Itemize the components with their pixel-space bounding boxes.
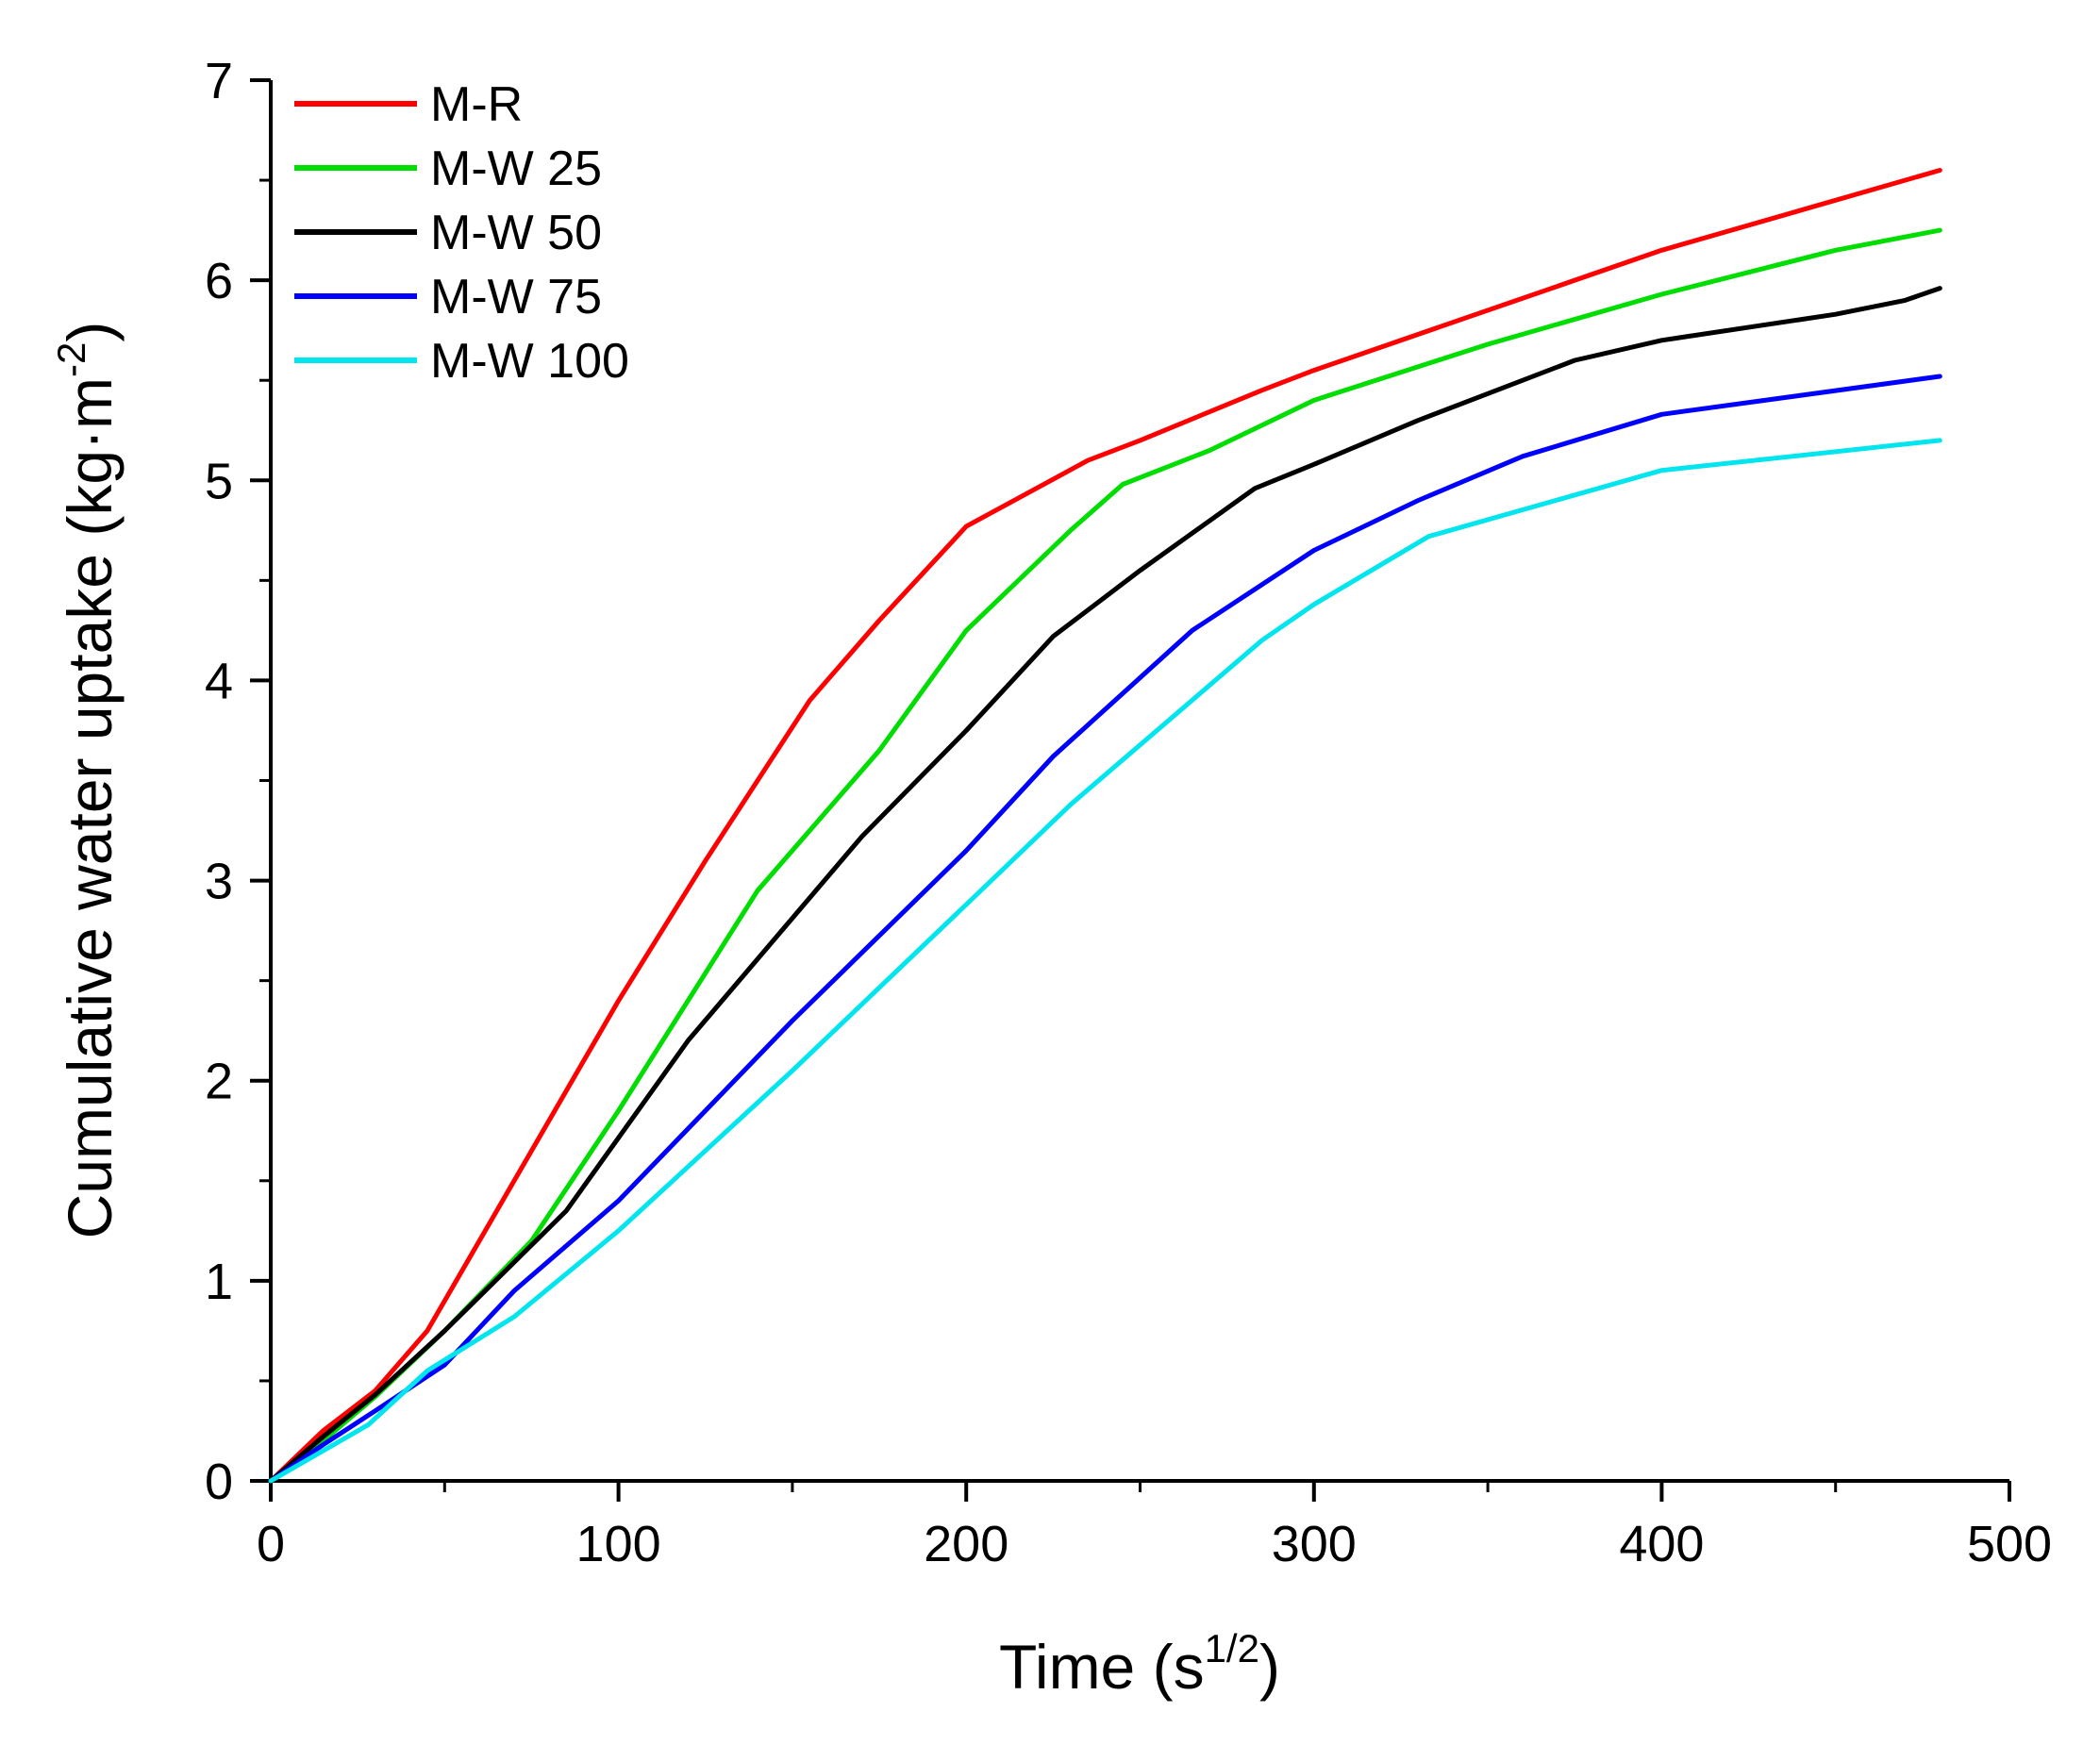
x-tick-label: 100 bbox=[576, 1516, 661, 1572]
x-tick-label: 300 bbox=[1272, 1516, 1357, 1572]
x-axis-title: Time (s1/2) bbox=[999, 1626, 1280, 1702]
legend-label-m-w-75: M-W 75 bbox=[430, 270, 602, 324]
x-ticks: 0 100 200 300 400 500 bbox=[257, 1481, 2052, 1572]
x-tick-label: 500 bbox=[1967, 1516, 2052, 1572]
y-tick-label: 3 bbox=[205, 854, 233, 910]
y-tick-label: 7 bbox=[205, 53, 233, 109]
y-tick-label: 1 bbox=[205, 1254, 233, 1310]
y-tick-label: 5 bbox=[205, 453, 233, 509]
series-line-m-r bbox=[268, 168, 1942, 1484]
series-line-m-w-25 bbox=[268, 227, 1942, 1484]
series-line-m-w-100 bbox=[268, 438, 1942, 1484]
series-line-m-w-75 bbox=[268, 374, 1942, 1484]
series-line-m-w-50 bbox=[268, 286, 1942, 1484]
x-tick-label: 200 bbox=[924, 1516, 1008, 1572]
series-lines bbox=[268, 168, 1942, 1484]
legend-label-m-r: M-R bbox=[430, 77, 523, 132]
y-tick-label: 6 bbox=[205, 253, 233, 309]
x-tick-label: 400 bbox=[1619, 1516, 1704, 1572]
y-tick-label: 4 bbox=[205, 653, 233, 709]
legend: M-R M-W 25 M-W 50 M-W 75 M-W 100 bbox=[294, 77, 629, 389]
legend-label-m-w-25: M-W 25 bbox=[430, 141, 602, 196]
y-axis-title: Cumulative water uptake (kg·m-2) bbox=[49, 322, 125, 1239]
legend-label-m-w-50: M-W 50 bbox=[430, 206, 602, 260]
y-ticks: 0 1 2 3 4 5 6 7 bbox=[205, 53, 271, 1510]
legend-label-m-w-100: M-W 100 bbox=[430, 334, 629, 389]
y-tick-label: 0 bbox=[205, 1454, 233, 1510]
x-tick-label: 0 bbox=[257, 1516, 285, 1572]
y-tick-label: 2 bbox=[205, 1054, 233, 1110]
